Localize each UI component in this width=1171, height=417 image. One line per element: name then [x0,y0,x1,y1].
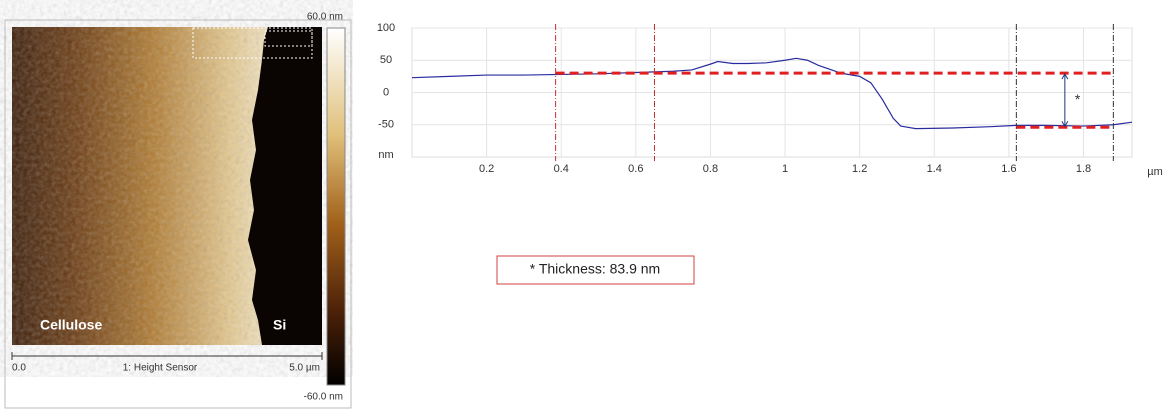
panel-frame [4,19,352,409]
x-tick-label: 0.4 [554,163,569,175]
scan-box [264,30,313,47]
y-tick-label: 100 [377,22,395,34]
colorbar-label: 60.0 nm [307,12,343,23]
annotation: * Thickness: 83.9 nm [530,261,660,277]
profile-line [411,57,1133,130]
afm-panel: Cellulose Si 60.0 nm -60.0 nm 0.0 1: Hei… [4,12,352,409]
y-unit-label: nm [378,149,393,161]
x-tick-label: 0.6 [628,163,643,175]
y-tick-label: 0 [383,86,389,98]
x-tick-label: 1 [782,163,788,175]
x-tick-label: 1.8 [1076,163,1091,175]
scale-label: 1: Height Sensor [123,363,198,374]
si-region [248,27,322,345]
y-tick-label: -50 [378,119,394,131]
colorbar [326,27,346,386]
region-label: Cellulose [40,317,102,333]
scale-label: 0.0 [12,363,26,374]
x-tick-label: 0.2 [479,163,494,175]
x-tick-label: 0.8 [703,163,718,175]
x-unit-label: µm [1147,166,1163,178]
x-tick-label: 1.2 [852,163,867,175]
x-tick-label: 1.6 [1001,163,1016,175]
x-tick-label: 1.4 [927,163,942,175]
annotation-box [496,255,695,285]
region-label: Si [273,317,286,333]
arrow-head [1061,73,1069,128]
colorbar-label: -60.0 nm [304,392,343,403]
y-tick-label: 50 [380,54,392,66]
scan-box [192,27,313,59]
scale-label: 5.0 µm [289,363,320,374]
arrow-label: * [1075,91,1081,107]
